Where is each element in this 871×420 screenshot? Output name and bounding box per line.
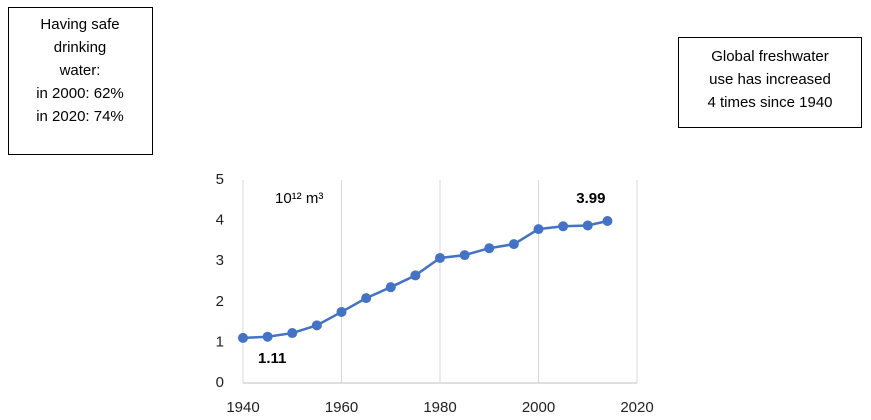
annotation-text: drinking: [54, 39, 107, 56]
annotation-text: Having safe: [40, 16, 119, 33]
marker: [459, 250, 470, 261]
y-tick-label: 1: [216, 333, 224, 350]
y-tick-label: 3: [216, 252, 224, 269]
marker: [435, 252, 445, 263]
marker: [508, 239, 519, 250]
marker: [361, 293, 372, 304]
marker: [262, 331, 273, 342]
data-label: 1.11: [258, 350, 286, 367]
marker: [336, 306, 347, 317]
annotation-text: water:: [59, 62, 101, 79]
marker: [385, 282, 396, 293]
annotation-text: use has increased: [709, 71, 831, 88]
x-tick-label: 2020: [620, 399, 653, 416]
annotation-text: in 2020: 74%: [36, 108, 124, 125]
y-tick-label: 5: [216, 171, 224, 188]
x-tick-label: 2000: [522, 399, 555, 416]
unit-label: 10¹² m³: [275, 190, 323, 207]
annotation-text: in 2000: 62%: [36, 85, 124, 102]
x-tick-label: 1960: [325, 399, 358, 416]
marker: [287, 328, 298, 339]
marker: [410, 270, 421, 281]
series-line: [242, 219, 608, 340]
marker: [558, 221, 569, 232]
annotation-box: [678, 37, 862, 128]
annotation-box: [8, 7, 153, 155]
annotation-text: Global freshwater: [711, 48, 829, 65]
x-tick-label: 1980: [423, 399, 456, 416]
data-label: 3.99: [576, 190, 605, 207]
y-tick-label: 4: [216, 212, 224, 229]
y-tick-label: 0: [216, 374, 224, 391]
x-tick-label: 1940: [226, 399, 259, 416]
marker: [602, 216, 613, 227]
marker: [238, 332, 248, 343]
marker: [484, 243, 495, 254]
marker: [582, 220, 593, 231]
marker: [311, 320, 322, 331]
y-tick-label: 2: [216, 293, 224, 310]
annotation-text: 4 times since 1940: [707, 94, 832, 111]
marker: [533, 224, 544, 235]
